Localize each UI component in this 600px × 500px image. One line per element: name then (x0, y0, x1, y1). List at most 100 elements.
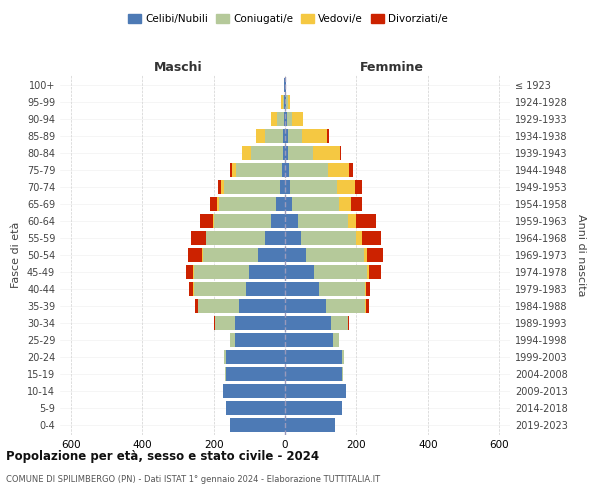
Bar (292, 112, 303, 126)
Bar (285, 282, 319, 296)
Bar (188, 248, 202, 262)
Bar (285, 214, 298, 228)
Bar (314, 265, 367, 279)
Bar (367, 248, 383, 262)
Bar (217, 197, 219, 211)
Bar (214, 316, 215, 330)
Bar (200, 214, 213, 228)
Bar (283, 146, 285, 160)
Bar (256, 129, 265, 143)
Bar (202, 248, 203, 262)
Bar (242, 146, 251, 160)
Bar (342, 367, 343, 381)
Bar (186, 265, 193, 279)
Bar (355, 180, 362, 194)
Bar (191, 231, 206, 245)
Bar (287, 112, 292, 126)
Bar (285, 78, 286, 92)
Bar (313, 146, 340, 160)
Bar (194, 282, 246, 296)
Bar (302, 129, 327, 143)
Bar (282, 163, 285, 177)
Bar (365, 299, 366, 313)
Bar (230, 163, 232, 177)
Bar (285, 333, 333, 347)
Bar (206, 231, 265, 245)
Bar (271, 112, 277, 126)
Bar (265, 231, 285, 245)
Bar (285, 401, 342, 415)
Bar (214, 214, 271, 228)
Bar (356, 231, 362, 245)
Bar (288, 129, 302, 143)
Bar (347, 316, 349, 330)
Bar (224, 350, 226, 364)
Bar (193, 265, 194, 279)
Bar (364, 248, 367, 262)
Bar (285, 146, 288, 160)
Bar (283, 129, 285, 143)
Bar (285, 163, 289, 177)
Bar (219, 197, 276, 211)
Bar (215, 316, 235, 330)
Bar (287, 95, 290, 109)
Bar (246, 282, 285, 296)
Bar (230, 418, 285, 432)
Bar (347, 214, 356, 228)
Text: Femmine: Femmine (360, 61, 424, 74)
Bar (277, 112, 284, 126)
Bar (284, 78, 285, 92)
Bar (230, 333, 235, 347)
Bar (218, 180, 221, 194)
Bar (307, 248, 364, 262)
Bar (239, 299, 285, 313)
Bar (285, 367, 342, 381)
Bar (338, 333, 339, 347)
Bar (290, 180, 337, 194)
Bar (232, 163, 236, 177)
Bar (223, 384, 285, 398)
Bar (258, 248, 285, 262)
Bar (281, 95, 283, 109)
Y-axis label: Anni di nascita: Anni di nascita (576, 214, 586, 296)
Bar (366, 299, 369, 313)
Bar (210, 197, 217, 211)
Bar (251, 146, 283, 160)
Bar (337, 180, 355, 194)
Text: Maschi: Maschi (154, 61, 202, 74)
Bar (276, 197, 285, 211)
Bar (365, 282, 366, 296)
Bar (285, 231, 301, 245)
Bar (194, 265, 249, 279)
Bar (289, 163, 328, 177)
Bar (331, 316, 347, 330)
Bar (280, 180, 285, 194)
Bar (328, 163, 349, 177)
Bar (271, 214, 285, 228)
Bar (285, 180, 290, 194)
Legend: Celibi/Nubili, Coniugati/e, Vedovi/e, Divorziati/e: Celibi/Nubili, Coniugati/e, Vedovi/e, Di… (124, 10, 452, 29)
Bar (224, 180, 280, 194)
Bar (284, 112, 285, 126)
Bar (236, 163, 282, 177)
Bar (285, 197, 292, 211)
Bar (285, 95, 286, 109)
Bar (342, 350, 344, 364)
Text: Popolazione per età, sesso e stato civile - 2024: Popolazione per età, sesso e stato civil… (6, 450, 319, 463)
Bar (366, 282, 370, 296)
Bar (292, 197, 338, 211)
Y-axis label: Fasce di età: Fasce di età (11, 222, 21, 288)
Bar (369, 265, 382, 279)
Bar (285, 129, 288, 143)
Bar (193, 282, 194, 296)
Bar (285, 265, 314, 279)
Text: COMUNE DI SPILIMBERGO (PN) - Dati ISTAT 1° gennaio 2024 - Elaborazione TUTTITALI: COMUNE DI SPILIMBERGO (PN) - Dati ISTAT … (6, 475, 380, 484)
Bar (356, 214, 376, 228)
Bar (285, 248, 307, 262)
Bar (284, 95, 285, 109)
Bar (235, 316, 285, 330)
Bar (203, 248, 258, 262)
Bar (226, 401, 285, 415)
Bar (351, 197, 362, 211)
Bar (298, 214, 347, 228)
